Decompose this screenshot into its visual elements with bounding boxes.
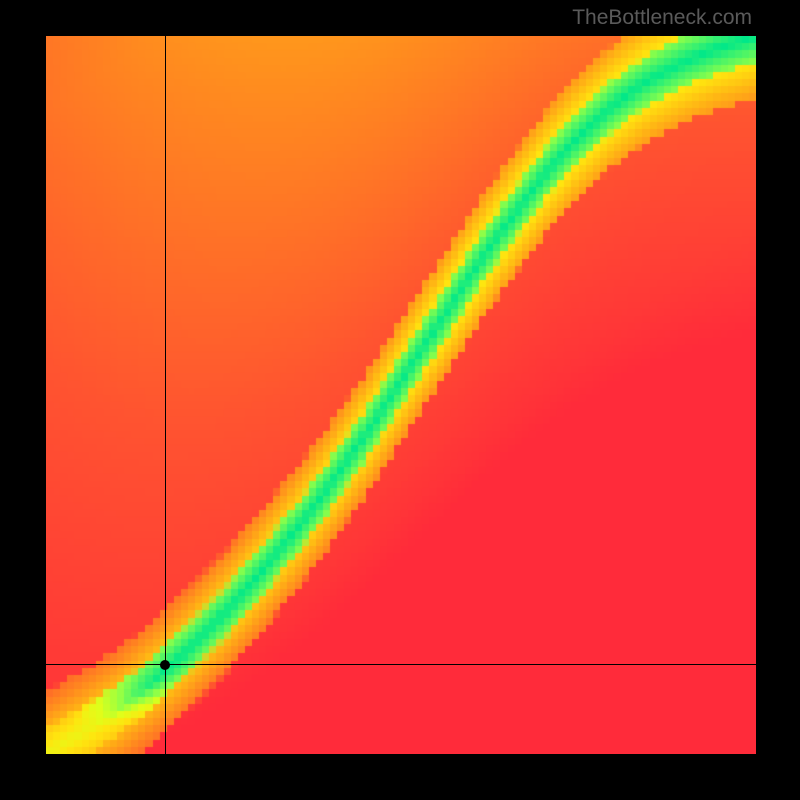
crosshair-vertical (165, 36, 166, 754)
crosshair-horizontal (46, 664, 756, 665)
watermark-text: TheBottleneck.com (572, 6, 752, 30)
crosshair-marker[interactable] (160, 660, 170, 670)
heatmap-plot-area (46, 36, 756, 754)
chart-container: { "watermark": { "text": "TheBottleneck.… (0, 0, 800, 800)
heatmap-canvas (46, 36, 756, 754)
